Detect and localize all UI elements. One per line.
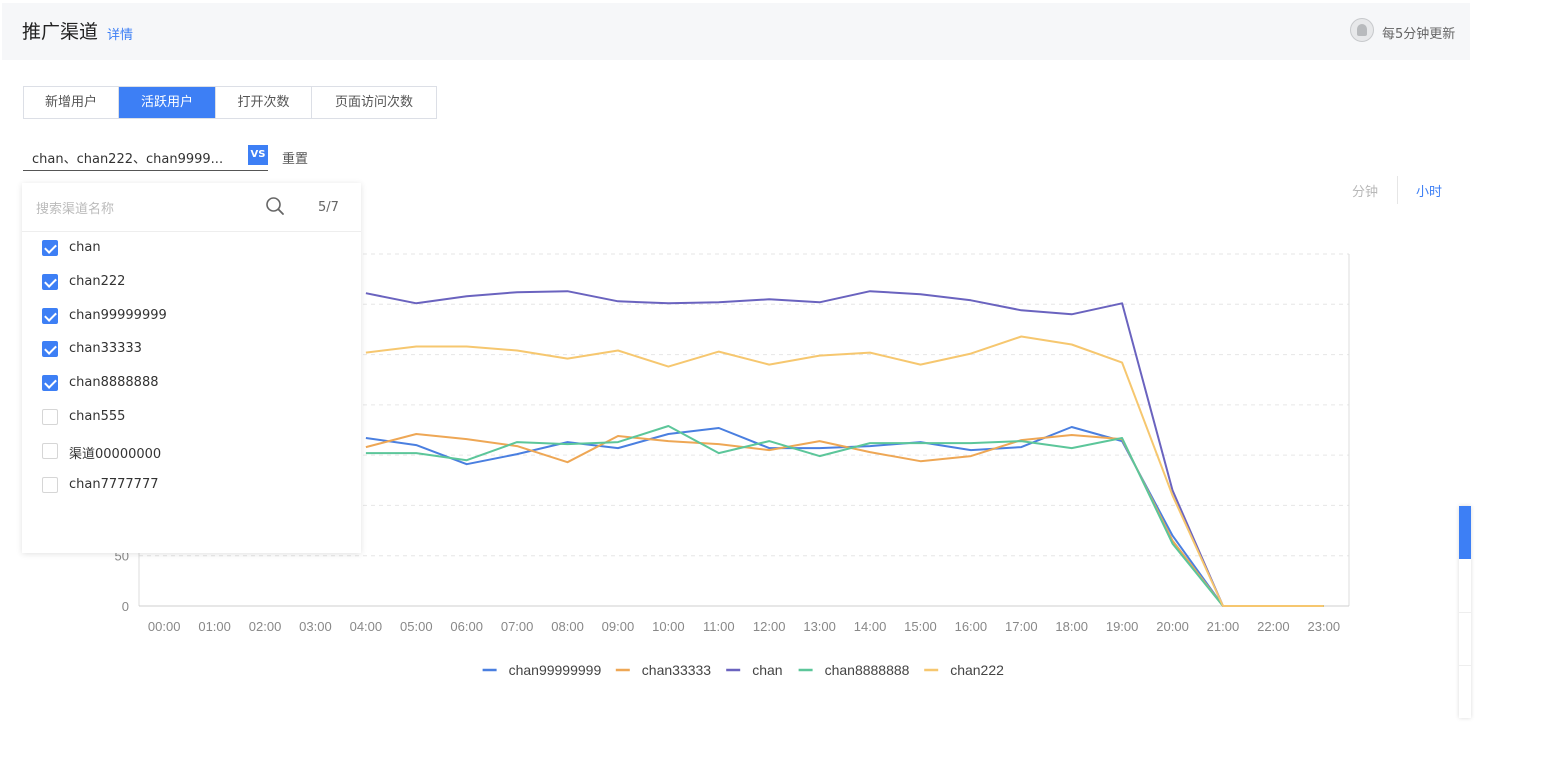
channel-select[interactable]: chan、chan222、chan9999... xyxy=(23,143,268,171)
x-tick-label: 08:00 xyxy=(551,619,584,634)
granularity-hour[interactable]: 小时 xyxy=(1416,185,1443,200)
x-tick-label: 17:00 xyxy=(1005,619,1038,634)
side-panel-tabs[interactable] xyxy=(1459,506,1471,718)
x-tick-label: 00:00 xyxy=(148,619,181,634)
x-tick-label: 23:00 xyxy=(1308,619,1341,634)
x-tick-label: 21:00 xyxy=(1207,619,1240,634)
option-checkbox[interactable] xyxy=(42,341,58,358)
series-line-chan xyxy=(365,290,1324,607)
option-checkbox[interactable] xyxy=(42,307,58,324)
granularity-minute[interactable]: 分钟 xyxy=(1352,185,1379,200)
refresh-status-text: 每5分钟更新 xyxy=(1382,27,1456,42)
x-tick-label: 13:00 xyxy=(803,619,836,634)
option-checkbox[interactable] xyxy=(42,408,58,425)
series-line-chan99999999 xyxy=(365,426,1324,607)
side-panel-divider xyxy=(1459,612,1471,613)
channel-option[interactable]: chan99999999 xyxy=(22,306,361,340)
option-label: 渠道00000000 xyxy=(69,446,162,462)
x-tick-label: 01:00 xyxy=(198,619,231,634)
x-tick-label: 09:00 xyxy=(602,619,635,634)
x-tick-label: 06:00 xyxy=(450,619,483,634)
legend-label: chan222 xyxy=(950,662,1004,678)
x-tick-label: 19:00 xyxy=(1106,619,1139,634)
option-checkbox[interactable] xyxy=(42,442,58,459)
option-label: chan33333 xyxy=(69,341,142,357)
x-tick-label: 05:00 xyxy=(400,619,433,634)
vs-compare-icon[interactable]: VS xyxy=(248,145,268,165)
x-tick-label: 02:00 xyxy=(249,619,282,634)
option-label: chan8888888 xyxy=(69,375,159,391)
x-tick-label: 14:00 xyxy=(854,619,887,634)
x-tick-label: 04:00 xyxy=(350,619,383,634)
page-header xyxy=(2,3,1470,60)
legend-label: chan99999999 xyxy=(509,662,602,678)
side-panel-divider xyxy=(1459,665,1471,666)
option-checkbox[interactable] xyxy=(42,240,58,256)
tab-new-users[interactable]: 新增用户 xyxy=(24,87,119,118)
y-tick-label: 0 xyxy=(122,599,129,614)
channel-option-list: chan chan222 chan99999999 chan33333 chan… xyxy=(22,238,361,508)
legend-label: chan xyxy=(752,662,782,678)
x-tick-label: 22:00 xyxy=(1257,619,1290,634)
metric-tabs: 新增用户 活跃用户 打开次数 页面访问次数 xyxy=(23,86,437,119)
option-label: chan555 xyxy=(69,408,126,424)
x-tick-label: 03:00 xyxy=(299,619,332,634)
tab-page-visits[interactable]: 页面访问次数 xyxy=(334,95,413,110)
option-checkbox[interactable] xyxy=(42,476,58,493)
option-label: chan7777777 xyxy=(69,476,159,492)
legend-label: chan8888888 xyxy=(825,662,910,678)
x-tick-label: 11:00 xyxy=(703,619,735,634)
detail-link[interactable]: 详情 xyxy=(107,28,134,43)
tab-active-users[interactable]: 活跃用户 xyxy=(119,87,216,118)
legend-label: chan33333 xyxy=(642,662,712,678)
channel-option[interactable]: chan555 xyxy=(22,407,361,441)
channel-option[interactable]: 渠道00000000 xyxy=(22,441,361,475)
option-label: chan99999999 xyxy=(69,307,167,323)
x-tick-label: 15:00 xyxy=(904,619,937,634)
x-tick-label: 12:00 xyxy=(753,619,786,634)
series-line-chan8888888 xyxy=(365,425,1324,607)
channel-select-value: chan、chan222、chan9999... xyxy=(32,152,224,167)
channel-option[interactable]: chan33333 xyxy=(22,339,361,373)
series-line-chan222 xyxy=(365,335,1324,607)
granularity-divider xyxy=(1397,176,1398,204)
side-panel-active[interactable] xyxy=(1459,506,1471,559)
dropdown-search-row: 5/7 xyxy=(22,183,361,232)
option-label: chan xyxy=(69,240,101,255)
channel-search-input[interactable] xyxy=(34,195,258,221)
x-tick-label: 10:00 xyxy=(652,619,685,634)
channel-option[interactable]: chan8888888 xyxy=(22,373,361,407)
option-label: chan222 xyxy=(69,273,126,289)
channel-dropdown: 5/7 chan chan222 chan99999999 chan33333 … xyxy=(22,183,361,553)
channel-option[interactable]: chan xyxy=(22,238,361,272)
x-tick-label: 20:00 xyxy=(1156,619,1189,634)
option-checkbox[interactable] xyxy=(42,273,58,290)
search-icon[interactable] xyxy=(265,196,285,216)
channel-option[interactable]: chan222 xyxy=(22,272,361,306)
x-tick-label: 16:00 xyxy=(955,619,988,634)
x-tick-label: 18:00 xyxy=(1055,619,1088,634)
avatar-clock-icon xyxy=(1350,18,1374,42)
option-checkbox[interactable] xyxy=(42,375,58,392)
tab-open-count[interactable]: 打开次数 xyxy=(216,87,312,118)
channel-option[interactable]: chan7777777 xyxy=(22,475,361,509)
page-title: 推广渠道 xyxy=(22,21,99,43)
reset-button[interactable]: 重置 xyxy=(282,152,309,167)
x-tick-label: 07:00 xyxy=(501,619,534,634)
selection-count: 5/7 xyxy=(318,200,339,215)
series-line-chan33333 xyxy=(365,433,1324,607)
